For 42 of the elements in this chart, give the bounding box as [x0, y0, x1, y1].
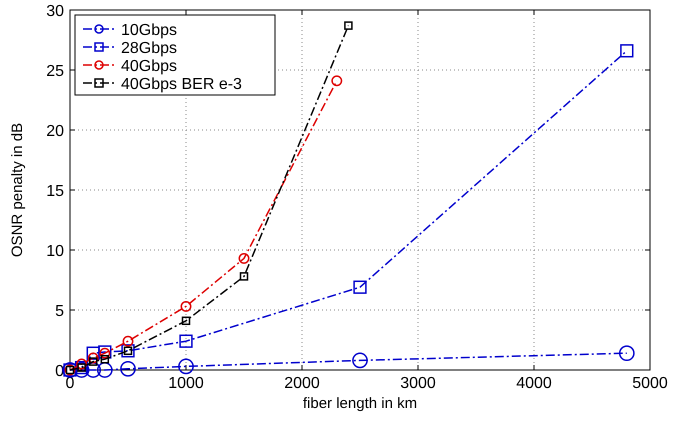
- x-tick-label: 1000: [168, 375, 204, 392]
- point: [180, 300, 192, 312]
- point: [178, 358, 194, 374]
- point: [88, 352, 99, 364]
- point: [86, 346, 100, 360]
- point: [121, 344, 135, 358]
- x-axis-title: fiber length in km: [302, 395, 418, 412]
- point: [182, 316, 190, 326]
- y-tick-label: 30: [46, 3, 64, 20]
- y-tick-label: 25: [46, 63, 64, 80]
- y-tick-label: 5: [55, 303, 64, 320]
- y-axis-title: OSNR penalty in dB: [9, 122, 26, 258]
- point: [100, 354, 110, 364]
- point: [76, 358, 88, 370]
- point: [240, 272, 248, 281]
- legend-label: 10Gbps: [121, 22, 178, 39]
- point: [353, 280, 367, 294]
- x-tick-label: 2000: [284, 375, 320, 392]
- legend-label: 28Gbps: [121, 40, 178, 57]
- point: [88, 357, 98, 366]
- y-tick-label: 20: [46, 123, 64, 140]
- point: [85, 362, 102, 378]
- y-tick-label: 10: [46, 243, 64, 260]
- point: [99, 348, 110, 359]
- x-tick-label: 5000: [632, 375, 668, 392]
- x-tick-label: 4000: [516, 375, 552, 392]
- point: [96, 362, 113, 378]
- point: [98, 345, 112, 359]
- point: [618, 345, 635, 362]
- point: [331, 75, 342, 86]
- point: [620, 44, 634, 58]
- point: [238, 252, 250, 264]
- point: [344, 21, 353, 30]
- legend-label: 40Gbps: [121, 58, 178, 75]
- y-tick-label: 15: [46, 183, 64, 200]
- point: [120, 360, 136, 377]
- x-tick-label: 0: [66, 375, 75, 392]
- legend-label: 40Gbps BER e-3: [121, 76, 242, 93]
- point: [352, 352, 368, 368]
- point: [179, 334, 193, 348]
- x-tick-label: 3000: [400, 375, 436, 392]
- point: [122, 336, 134, 347]
